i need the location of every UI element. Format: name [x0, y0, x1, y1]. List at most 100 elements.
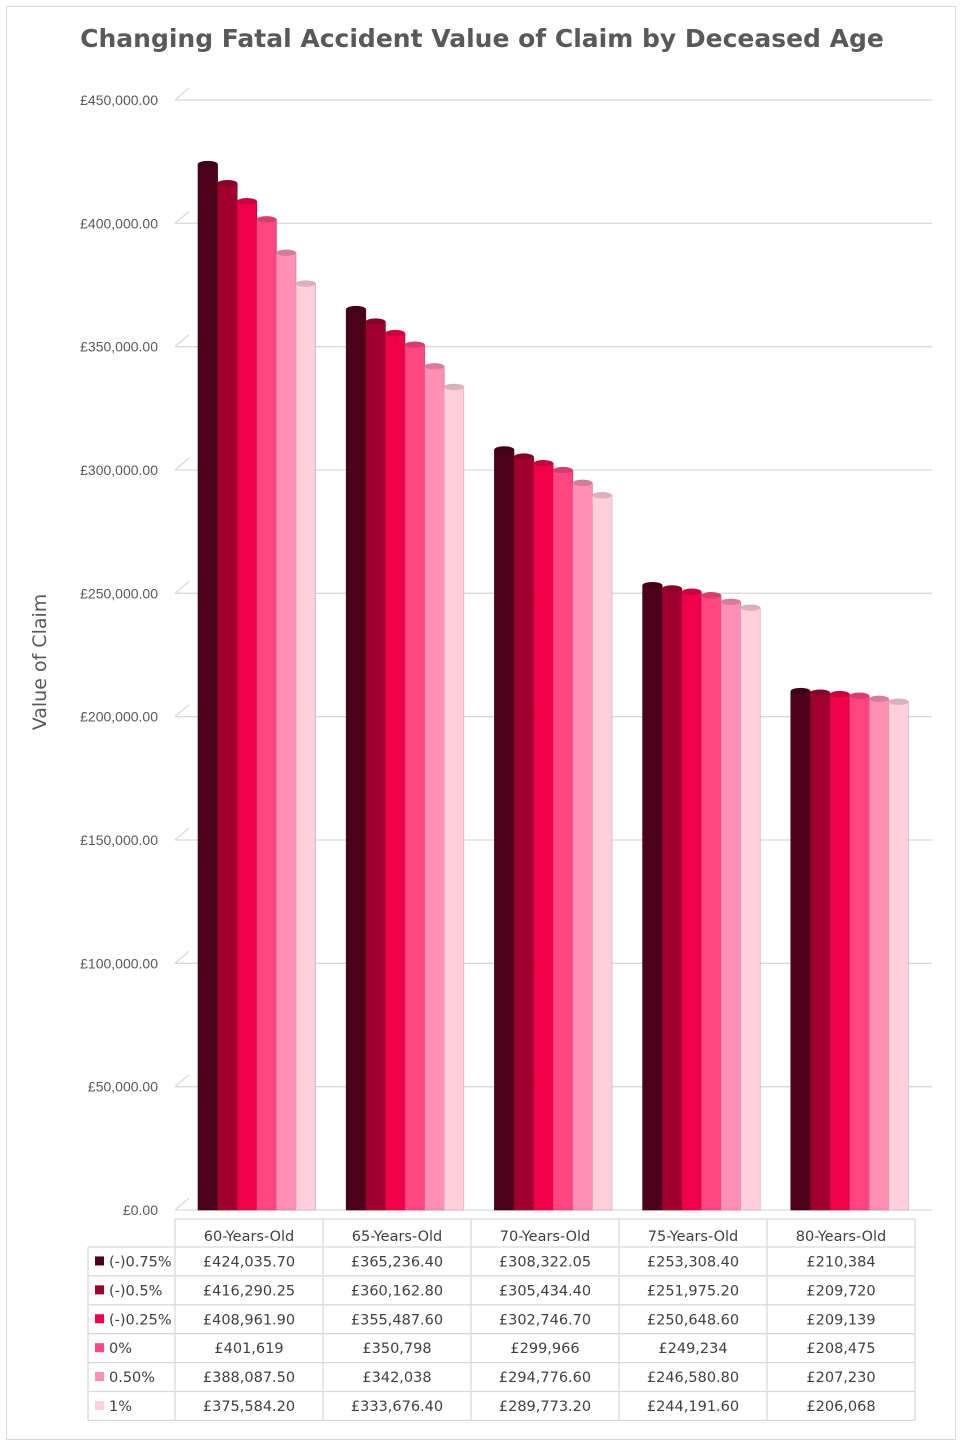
bar-body — [701, 594, 722, 1211]
y-tick-label: £0.00 — [123, 1202, 158, 1218]
legend-swatch — [95, 1256, 104, 1266]
bar-cap — [790, 687, 811, 695]
bar — [829, 690, 850, 1211]
bar-body — [740, 607, 761, 1211]
bar — [365, 318, 386, 1211]
legend-swatch — [95, 1314, 104, 1324]
bar-cap — [444, 383, 464, 391]
gridline-slant — [174, 1197, 190, 1211]
y-tick-label: £300,000.00 — [80, 462, 158, 478]
bar-body — [661, 588, 683, 1211]
gridline-slant — [174, 210, 190, 224]
category-label: 80-Years-Old — [796, 1229, 887, 1245]
bar-cap — [592, 492, 612, 499]
bar-cap — [888, 698, 909, 705]
legend-label: 0.50% — [109, 1370, 155, 1386]
bar — [385, 329, 406, 1211]
data-label: £289,773.20 — [499, 1399, 591, 1415]
bar — [868, 695, 890, 1211]
gridline-slant — [174, 827, 190, 841]
legend-label: (-)0.25% — [109, 1312, 172, 1328]
data-label: £424,035.70 — [203, 1254, 295, 1270]
data-label: £210,384 — [806, 1254, 875, 1270]
bar — [276, 249, 297, 1211]
bar-body — [572, 482, 593, 1211]
bar — [494, 446, 515, 1211]
bar-body — [345, 308, 367, 1211]
data-label: £408,961.90 — [203, 1312, 295, 1328]
bar-cap — [365, 318, 386, 325]
bar-body — [197, 163, 218, 1211]
bar-body — [552, 469, 574, 1211]
bar — [236, 198, 258, 1211]
bars — [197, 160, 909, 1211]
bar-body — [276, 252, 297, 1211]
bar — [443, 383, 465, 1211]
bar-body — [217, 182, 238, 1211]
bar — [217, 179, 238, 1211]
y-tick-labels: £0.00 £50,000.00 £100,000.00 £150,000.00 £20… — [80, 92, 158, 1218]
category-label: 70-Years-Old — [500, 1229, 591, 1245]
y-tick-label: £350,000.00 — [80, 339, 158, 355]
data-label: £350,798 — [362, 1341, 431, 1357]
bar-body — [642, 584, 663, 1211]
category-label: 75-Years-Old — [648, 1229, 739, 1245]
bar-cap — [849, 692, 870, 699]
data-label: £253,308.40 — [647, 1254, 739, 1270]
legend-label: (-)0.75% — [109, 1254, 172, 1270]
bar-cap — [533, 460, 554, 467]
y-tick-label: £150,000.00 — [80, 832, 158, 848]
bar-body — [256, 219, 277, 1211]
bar-cap — [424, 363, 445, 370]
bar — [592, 492, 613, 1211]
category-label: 60-Years-Old — [204, 1229, 295, 1245]
data-label: £207,230 — [806, 1370, 875, 1386]
bar-body — [236, 200, 258, 1211]
bar-cap — [681, 588, 702, 595]
bar-cap — [346, 305, 366, 313]
data-label: £294,776.60 — [499, 1370, 591, 1386]
bar-cap — [276, 249, 297, 256]
bar — [533, 460, 554, 1211]
bar — [810, 689, 831, 1211]
bar — [552, 466, 574, 1211]
data-label: £365,236.40 — [351, 1254, 443, 1270]
bar-cap — [721, 598, 741, 605]
data-label: £355,487.60 — [351, 1312, 443, 1328]
bar-cap — [869, 695, 889, 703]
bar-cap — [553, 466, 573, 474]
gridline-slant — [174, 334, 190, 348]
gridline-slant — [174, 580, 190, 594]
data-label: £299,966 — [510, 1341, 579, 1357]
y-tick-label: £400,000.00 — [80, 215, 158, 231]
y-tick-label: £50,000.00 — [88, 1079, 158, 1095]
data-label: £360,162.80 — [351, 1283, 443, 1299]
bar-cap — [740, 604, 761, 611]
bar — [701, 592, 722, 1211]
bar — [720, 598, 741, 1211]
legend-label: 0% — [109, 1341, 132, 1357]
data-label: £375,584.20 — [203, 1399, 295, 1415]
bar-cap — [198, 160, 218, 168]
bar-cap — [514, 453, 534, 460]
legend-swatch — [95, 1372, 104, 1382]
legend-swatch — [95, 1285, 104, 1295]
bar — [849, 692, 870, 1211]
gridline-slant — [174, 704, 190, 718]
data-label: £209,139 — [806, 1312, 875, 1328]
gridline-slant — [174, 457, 190, 471]
bar-body — [849, 695, 870, 1211]
data-label: £250,648.60 — [647, 1312, 739, 1328]
data-label: £308,322.05 — [499, 1254, 591, 1270]
bar-body — [720, 601, 741, 1211]
gridline-slant — [174, 87, 190, 101]
chart-frame — [6, 6, 956, 1440]
data-label: £251,975.20 — [647, 1283, 739, 1299]
bar — [740, 604, 761, 1211]
bar-body — [295, 283, 316, 1211]
bar — [256, 216, 277, 1211]
bar — [790, 687, 811, 1211]
bar-body — [790, 690, 811, 1211]
bar — [661, 585, 683, 1211]
